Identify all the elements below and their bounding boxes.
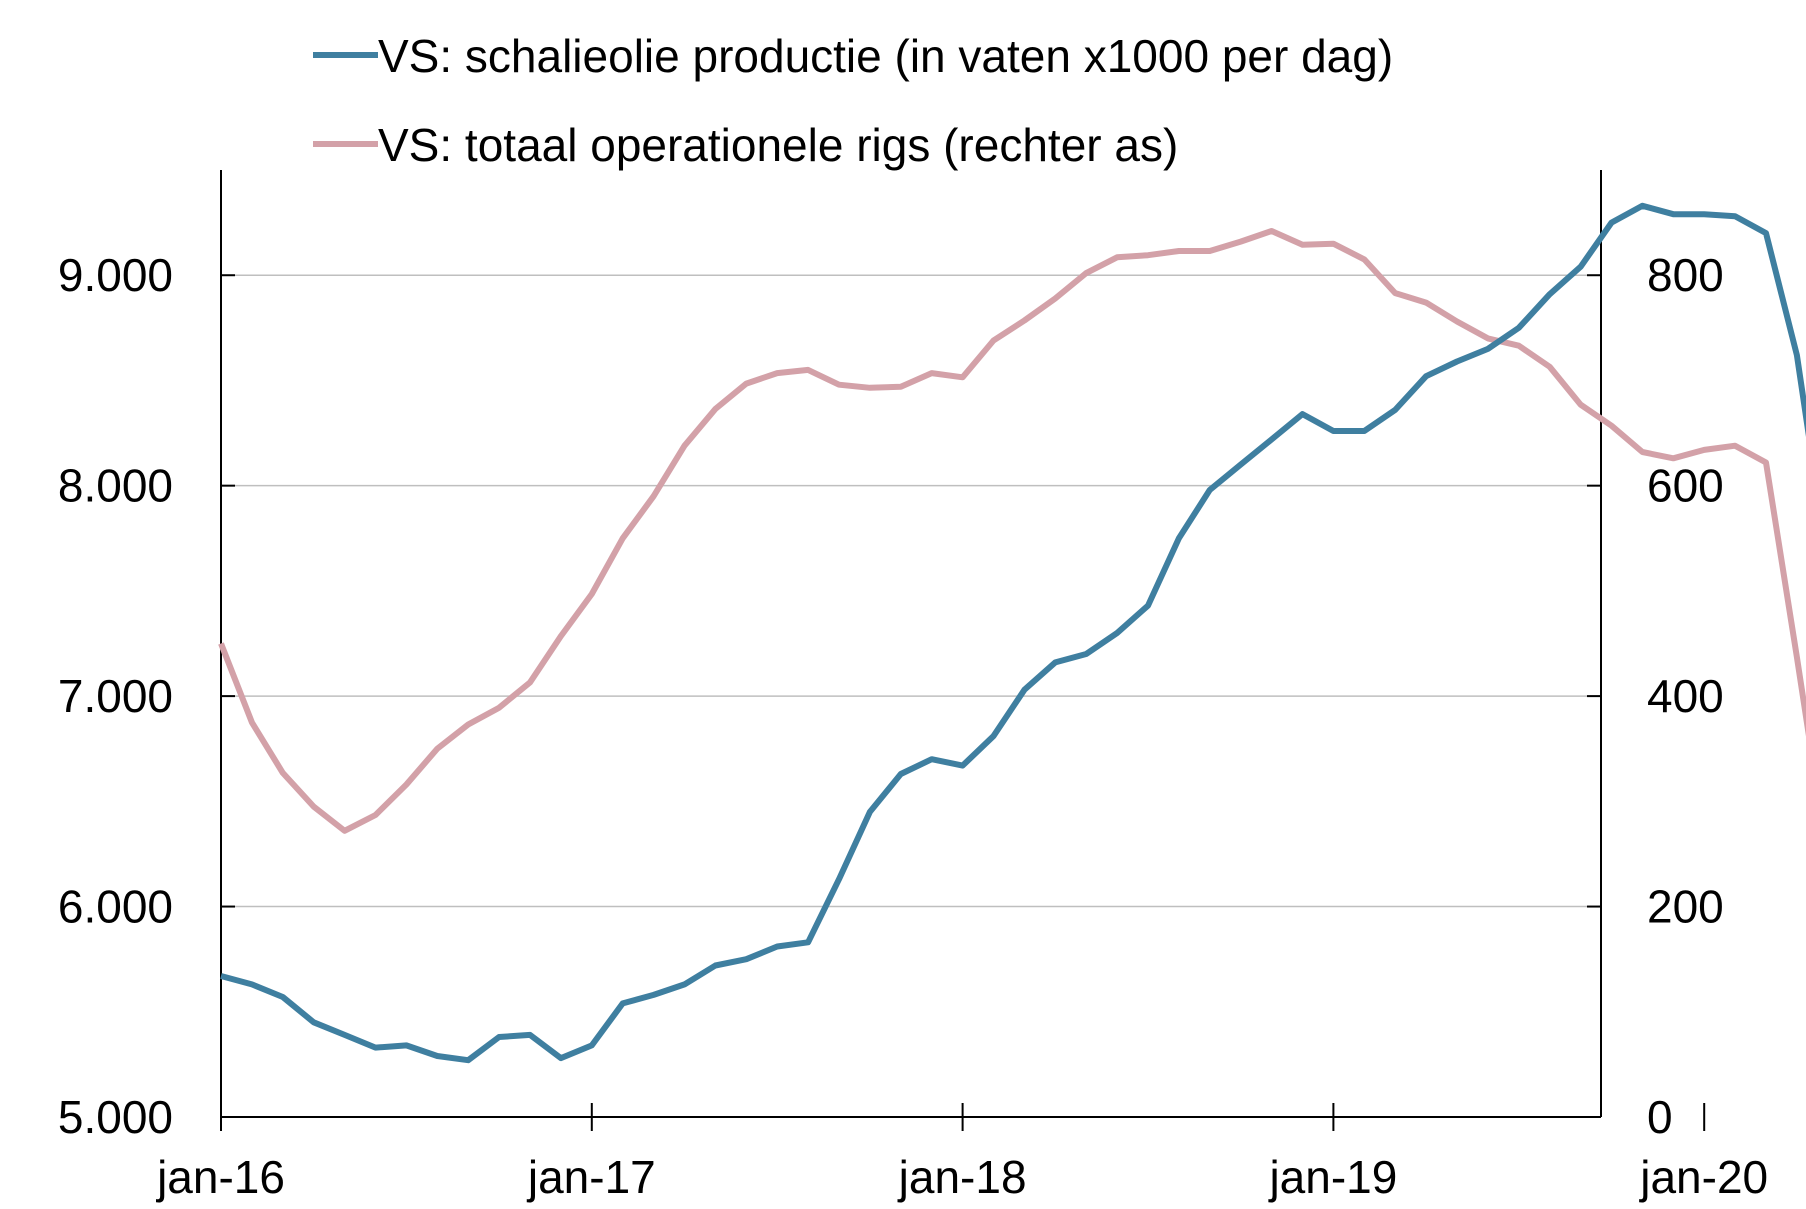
- series-line-rigs: [218, 228, 1806, 834]
- series-lines: [218, 202, 1806, 1064]
- left-tick-label: 9.000: [58, 249, 173, 301]
- x-tick-label: jan-20: [1638, 1151, 1768, 1203]
- legend-label-rigs: VS: totaal operationele rigs (rechter as…: [378, 119, 1178, 171]
- right-tick-label: 400: [1647, 670, 1724, 722]
- left-tick-label: 5.000: [58, 1091, 173, 1143]
- left-tick-label: 6.000: [58, 881, 173, 933]
- legend: VS: schalieolie productie (in vaten x100…: [313, 30, 1393, 171]
- right-tick-label: 800: [1647, 249, 1724, 301]
- grid-lines: [221, 274, 1601, 908]
- right-tick-label: 0: [1647, 1091, 1673, 1143]
- series-line-shale-oil: [220, 202, 1806, 1064]
- x-tick-label: jan-16: [155, 1151, 285, 1203]
- right-tick-label: 600: [1647, 460, 1724, 512]
- x-tick-label: jan-18: [897, 1151, 1027, 1203]
- axes: [220, 170, 1602, 1118]
- left-tick-label: 7.000: [58, 670, 173, 722]
- left-axis-ticks: 5.000 6.000 7.000 8.000 9.000: [58, 249, 235, 1143]
- legend-label-shale-oil: VS: schalieolie productie (in vaten x100…: [378, 30, 1393, 82]
- right-tick-label: 200: [1647, 881, 1724, 933]
- x-axis-ticks: jan-16 jan-17 jan-18 jan-19 jan-20: [155, 1103, 1768, 1203]
- left-tick-label: 8.000: [58, 460, 173, 512]
- right-axis-ticks: 0 200 400 600 800: [1587, 249, 1724, 1143]
- x-tick-label: jan-17: [526, 1151, 656, 1203]
- x-tick-label: jan-19: [1267, 1151, 1397, 1203]
